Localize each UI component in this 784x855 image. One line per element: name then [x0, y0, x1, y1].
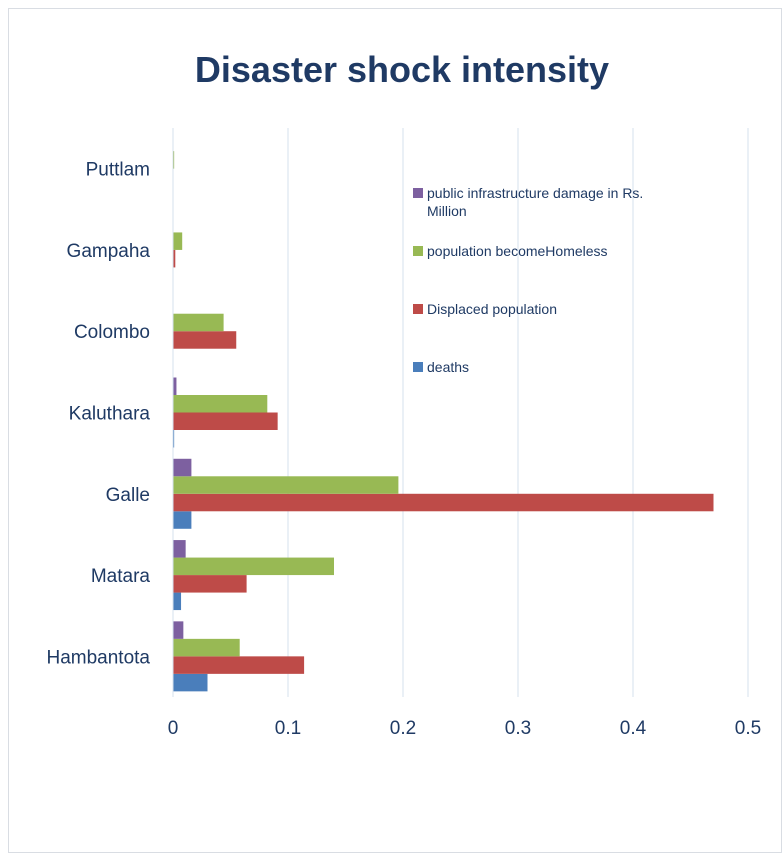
bar — [173, 232, 183, 250]
bar — [173, 249, 176, 268]
category-label: Kaluthara — [69, 404, 151, 425]
bars — [173, 151, 714, 692]
bar — [173, 493, 714, 512]
legend-label: population becomeHomeless — [427, 243, 608, 259]
category-label: Hambantota — [46, 647, 150, 668]
bar — [173, 540, 186, 558]
x-tick-label: 0.2 — [390, 718, 416, 739]
category-label: Colombo — [74, 322, 150, 343]
legend-label: deaths — [427, 359, 469, 375]
category-label: Matara — [91, 566, 151, 587]
bar — [173, 430, 175, 448]
bar — [173, 412, 278, 430]
chart-frame — [8, 8, 782, 853]
bar — [173, 377, 177, 395]
bar — [173, 458, 192, 477]
x-tick-label: 0.3 — [505, 718, 531, 739]
bar — [173, 575, 247, 593]
x-tick-label: 0.4 — [620, 718, 647, 739]
bar — [173, 621, 184, 639]
category-label: Galle — [106, 485, 150, 506]
category-label: Puttlam — [86, 160, 150, 181]
bar — [173, 476, 399, 494]
category-label: Gampaha — [67, 241, 151, 262]
bar — [173, 313, 224, 332]
chart-title: Disaster shock intensity — [195, 49, 609, 90]
legend-swatch — [413, 304, 423, 314]
bar — [173, 638, 240, 657]
x-tick-label: 0.1 — [275, 718, 301, 739]
bar — [173, 331, 237, 349]
legend-swatch — [413, 246, 423, 256]
bar — [173, 557, 334, 576]
x-tick-label: 0.5 — [735, 718, 761, 739]
bar — [173, 395, 268, 413]
bar — [173, 151, 175, 169]
legend-label: Displaced population — [427, 301, 557, 317]
legend-swatch — [413, 362, 423, 372]
bar — [173, 673, 208, 692]
bar — [173, 511, 192, 529]
legend-label: public infrastructure damage in Rs. Milli… — [427, 185, 643, 219]
legend-swatch — [413, 188, 423, 198]
x-tick-label: 0 — [168, 718, 179, 739]
bar — [173, 656, 305, 674]
gridlines — [287, 128, 749, 697]
bar — [173, 592, 182, 611]
legend: public infrastructure damage in Rs. Milli… — [413, 185, 643, 375]
axes: 0 0.1 0.2 0.3 0.4 0.5 Hambantota Matara Galle Kal… — [46, 128, 761, 739]
